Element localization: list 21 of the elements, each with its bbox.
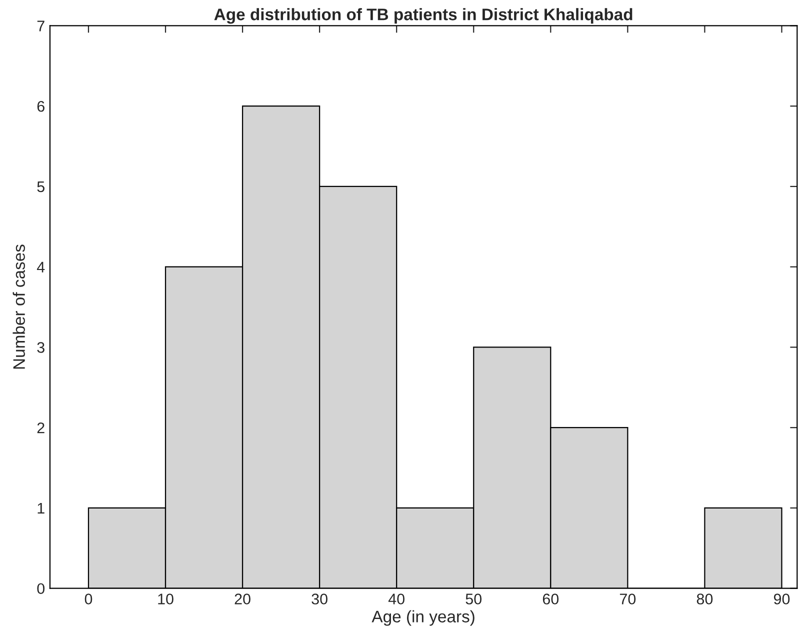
x-tick-label: 60	[542, 594, 559, 604]
x-tick-label: 40	[388, 594, 404, 604]
y-tick-label: 1	[38, 502, 44, 514]
x-tick-label: 20	[234, 594, 250, 604]
x-tick-label: 90	[774, 594, 790, 604]
x-tick-label: 50	[466, 594, 482, 604]
y-tick-label: 3	[37, 342, 44, 353]
y-tick-label: 5	[37, 181, 44, 192]
x-tick-label: 70	[620, 594, 636, 604]
chart-title: Age distribution of TB patients in District Khaliqabad	[214, 8, 632, 24]
y-tick-label: 6	[37, 100, 44, 112]
x-tick-label: 80	[696, 594, 713, 604]
x-tick-label: 30	[312, 594, 328, 604]
x-axis-title: Age (in years)	[372, 610, 474, 626]
y-tick-label: 0	[37, 583, 45, 594]
y-tick-label: 4	[36, 262, 45, 272]
y-tick-label: 2	[37, 422, 44, 434]
x-tick-label: 0	[84, 594, 92, 604]
y-axis-title: Number of cases	[12, 244, 25, 369]
x-tick-label: 10	[158, 594, 174, 604]
y-tick-label: 7	[37, 20, 44, 32]
